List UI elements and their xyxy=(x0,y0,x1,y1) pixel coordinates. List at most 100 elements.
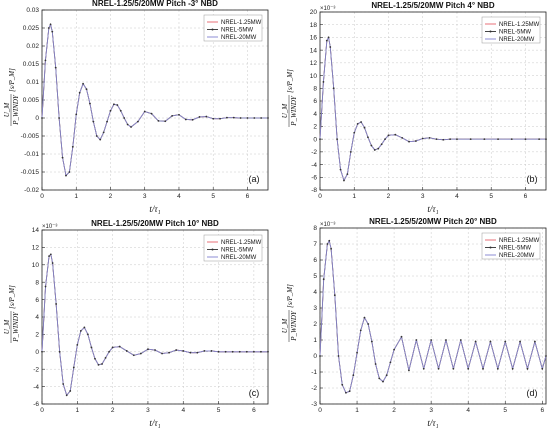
data-point xyxy=(132,354,135,357)
y-label-denominator: P_WINDY xyxy=(12,311,20,343)
data-point xyxy=(377,147,380,150)
y-tick-label: -4 xyxy=(311,162,317,169)
x-tick-label: 4 xyxy=(177,193,181,200)
x-axis-label: t/τ₁ xyxy=(427,418,438,428)
legend-marker xyxy=(489,246,492,249)
data-point xyxy=(178,113,180,116)
y-axis-label: U_M P_WINDY [s/P_M] xyxy=(3,285,20,343)
series-line-NREL-20MW xyxy=(41,23,268,177)
data-point xyxy=(333,294,336,297)
y-tick-label: 3 xyxy=(313,305,317,312)
y-axis-label: U_M P_WINDY [s/P_M] xyxy=(281,284,298,342)
legend-label: NREL-1.25MW xyxy=(499,238,540,244)
data-point xyxy=(203,350,206,352)
data-point xyxy=(97,363,100,366)
legend-label: NREL-5MW xyxy=(499,30,531,36)
data-point xyxy=(232,116,235,119)
y-tick-label: 0.005 xyxy=(23,97,40,104)
data-point xyxy=(83,326,86,329)
y-tick-label: -2 xyxy=(311,149,317,156)
y-tick-label: 12 xyxy=(310,60,318,67)
x-tick-label: 0 xyxy=(318,407,322,414)
y-tick-label: -0.01 xyxy=(24,151,39,158)
panel-label: (d) xyxy=(527,388,538,398)
x-tick-label: 2 xyxy=(111,407,115,414)
y-tick-label: 6 xyxy=(313,98,317,105)
legend-label: NREL-1.25MW xyxy=(221,240,262,246)
data-point xyxy=(353,131,356,134)
data-point xyxy=(414,140,417,142)
x-tick-label: 4 xyxy=(466,407,470,414)
legend-label: NREL-5MW xyxy=(221,248,253,254)
panel-label: (c) xyxy=(249,388,260,398)
chart-title: NREL-1.25/5/20MW Pitch -3° NBD xyxy=(92,0,218,8)
data-point xyxy=(44,59,47,62)
data-point xyxy=(435,138,438,141)
data-point xyxy=(332,87,335,90)
data-point xyxy=(545,355,547,357)
data-point xyxy=(58,117,61,119)
data-point xyxy=(150,112,153,115)
data-point xyxy=(253,117,256,119)
data-point xyxy=(168,351,171,354)
data-point xyxy=(360,121,362,123)
data-point xyxy=(55,303,58,305)
data-point xyxy=(504,340,507,343)
data-point xyxy=(329,46,332,48)
data-point xyxy=(349,150,352,153)
y-tick-label: 12 xyxy=(32,245,40,252)
data-point xyxy=(189,351,192,354)
data-point xyxy=(367,323,370,325)
data-point xyxy=(51,30,54,33)
data-point xyxy=(260,350,262,353)
data-point xyxy=(421,137,424,140)
y-tick-label: 0.025 xyxy=(23,25,40,32)
data-point xyxy=(130,126,132,128)
data-point xyxy=(41,350,43,353)
y-tick-label: 7 xyxy=(313,241,317,248)
data-point xyxy=(161,352,163,355)
data-point xyxy=(75,113,78,116)
data-point xyxy=(65,174,67,177)
data-point xyxy=(85,88,88,91)
data-point xyxy=(322,81,325,83)
data-point xyxy=(467,367,470,370)
data-point xyxy=(71,145,74,148)
x-tick-label: 1 xyxy=(76,407,80,414)
y-label-numerator: U_M xyxy=(3,319,11,335)
data-point xyxy=(319,138,321,141)
data-point xyxy=(49,23,52,26)
data-point xyxy=(118,345,121,348)
data-point xyxy=(260,117,263,119)
data-point xyxy=(231,350,234,353)
y-tick-label: 0.01 xyxy=(26,79,39,86)
data-point xyxy=(106,120,108,123)
y-tick-label: 1 xyxy=(313,337,317,344)
legend-label: NREL-20MW xyxy=(221,255,257,261)
data-point xyxy=(109,109,112,112)
chart-panel-a: 0 1 2 3 4 5 6 -0.02 -0.015 -0.01 -0.005 0 0.005 0.01 0… xyxy=(3,0,269,214)
data-point xyxy=(198,116,201,118)
data-point xyxy=(111,346,114,349)
y-tick-label: 0 xyxy=(35,349,39,356)
data-point xyxy=(65,394,68,397)
y-tick-label: -0.005 xyxy=(21,133,40,140)
data-point xyxy=(322,278,325,281)
data-point xyxy=(196,351,199,354)
data-point xyxy=(327,36,330,39)
y-tick-label: 6 xyxy=(35,297,39,304)
x-tick-label: 3 xyxy=(421,193,425,200)
data-point xyxy=(139,352,142,355)
x-tick-label: 2 xyxy=(109,193,113,200)
x-tick-label: 5 xyxy=(217,407,221,414)
data-point xyxy=(336,138,339,141)
data-point xyxy=(69,390,72,392)
x-tick-label: 6 xyxy=(252,407,256,414)
y-tick-label: -0.02 xyxy=(24,187,39,194)
y-label-numerator: U_M xyxy=(281,318,289,334)
y-tick-label: 0.03 xyxy=(26,7,39,14)
data-point xyxy=(341,383,344,386)
chart-panel-d: 0 1 2 3 4 5 6 -3 -2 -1 0 1 2 3 4 5 6 7 8×10⁻³ NREL-1.25/5/2… xyxy=(281,217,547,428)
